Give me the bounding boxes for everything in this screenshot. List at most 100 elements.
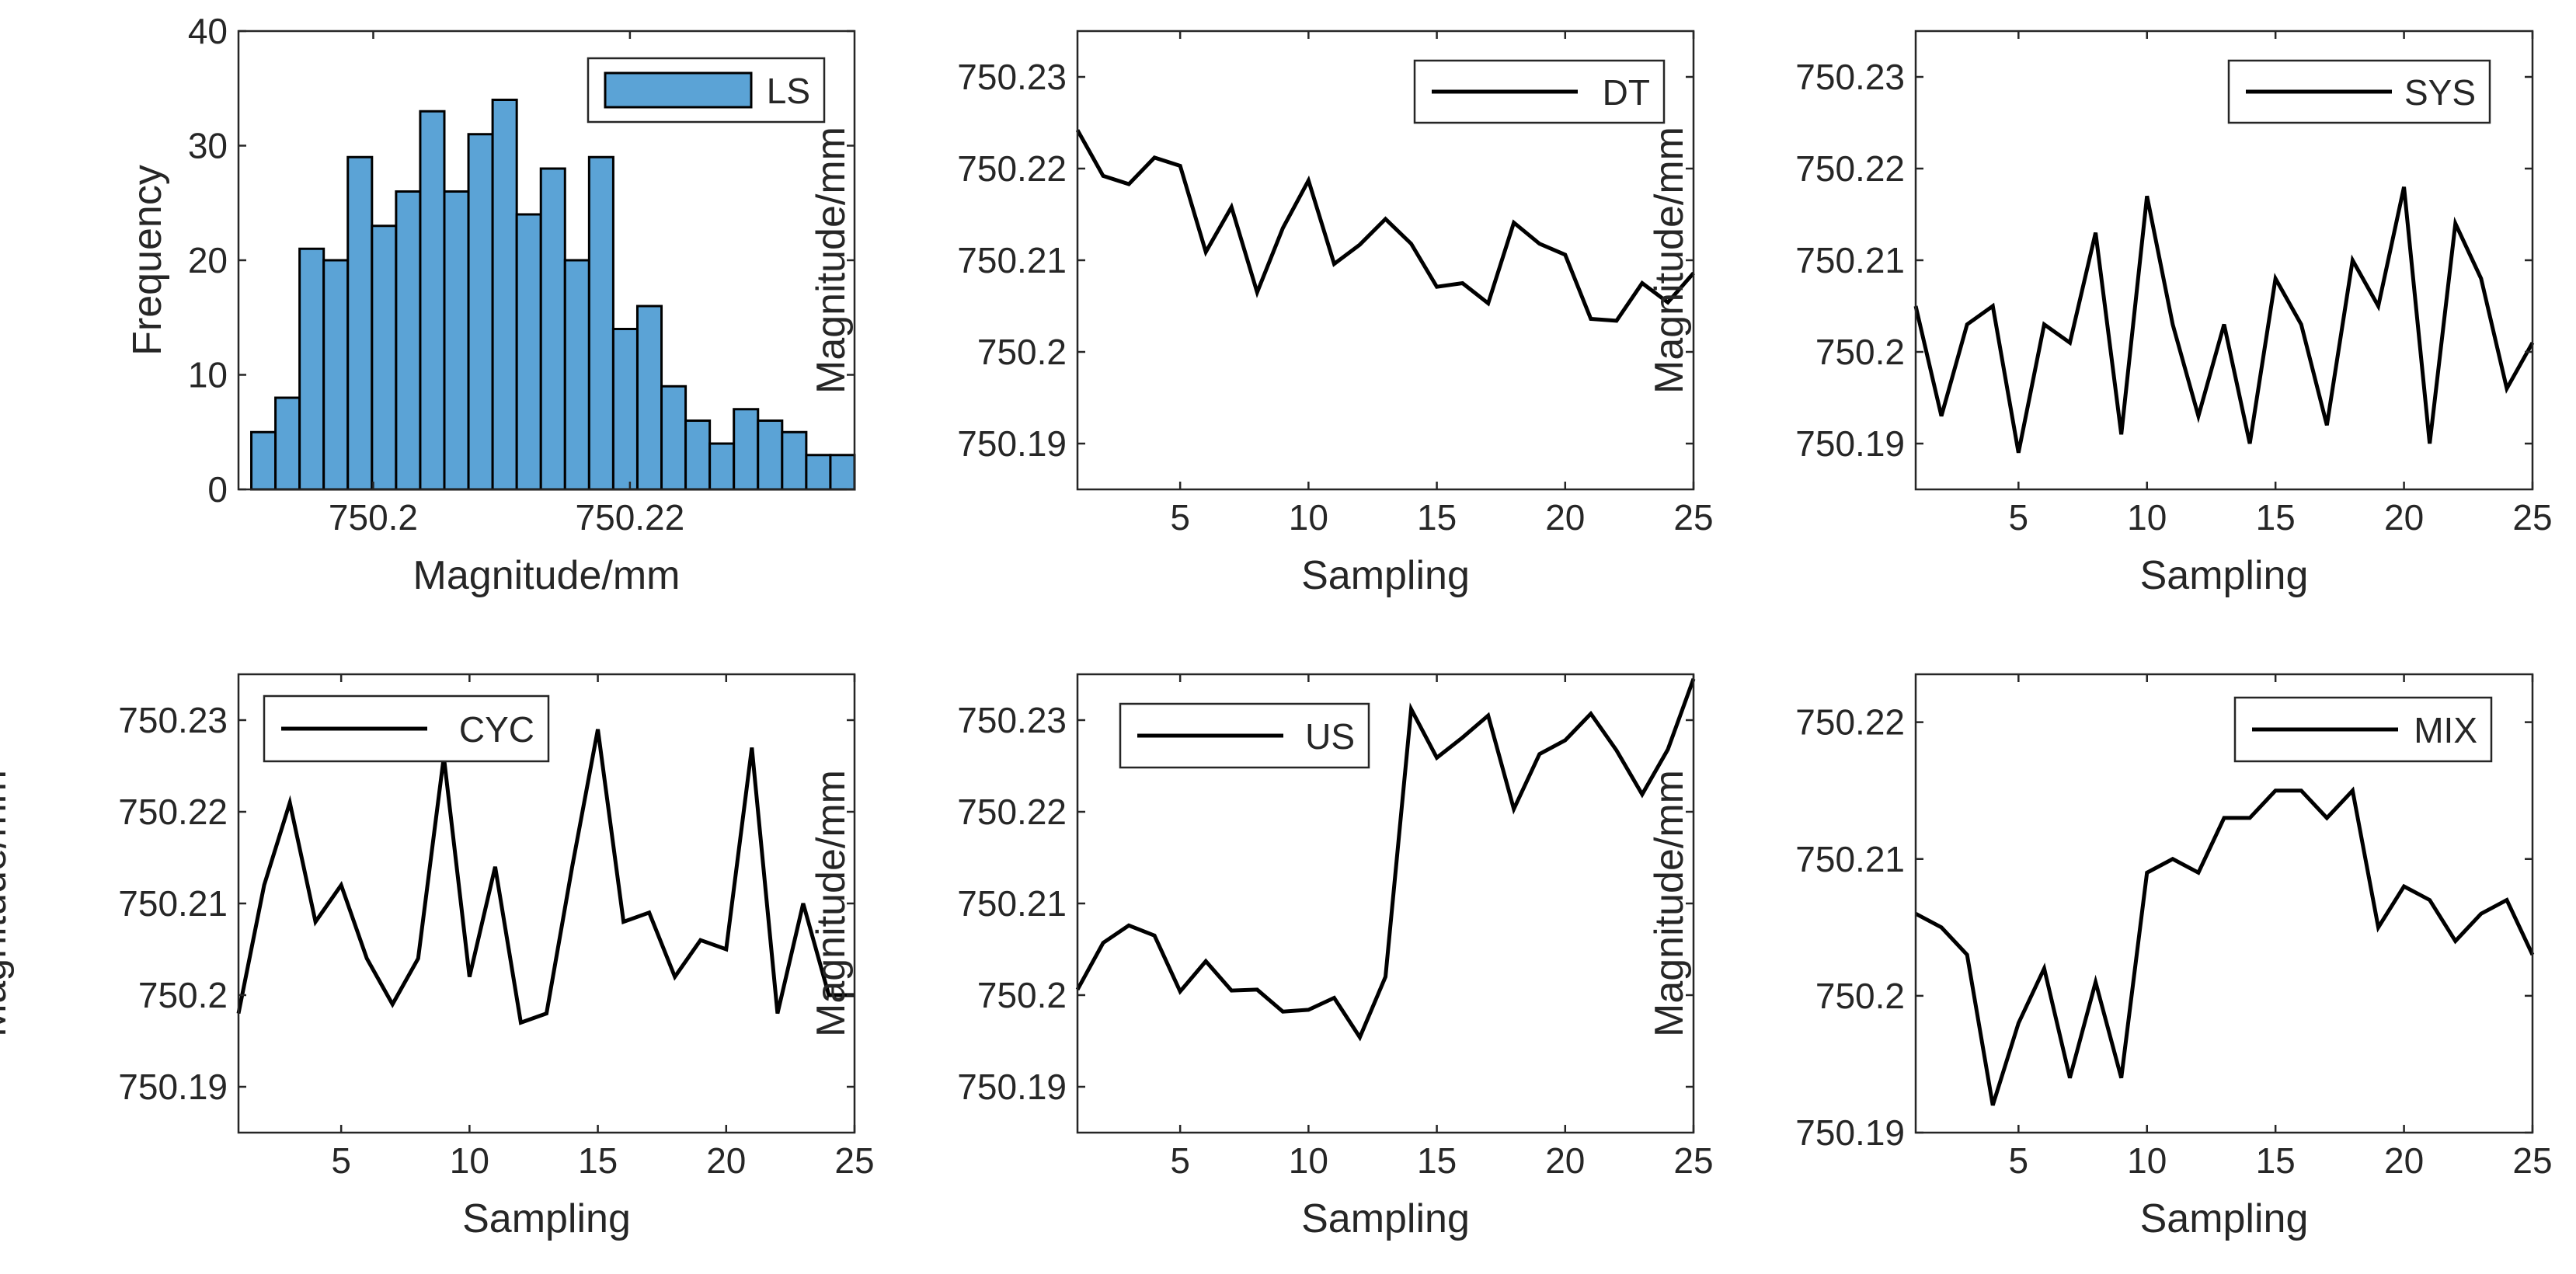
mix-x-tick-label: 5 [2009, 1140, 2029, 1181]
dt-x-tick-label: 10 [1289, 497, 1328, 538]
sys-series-line [1913, 186, 2535, 454]
ls-legend: LS [587, 57, 826, 124]
sys-legend-label: SYS [2404, 72, 2476, 113]
us-legend-label: US [1305, 716, 1355, 757]
cyc-legend: CYC [263, 694, 550, 763]
sys-y-tick-label: 750.23 [1795, 57, 1905, 97]
us-panel: 5 10 15 20 25 750.19 750.2 750.21 750.22 750.23 Sa… [809, 673, 1714, 1241]
mix-y-tick-label: 750.2 [1815, 976, 1905, 1016]
ls-y-tick-label: 30 [188, 126, 228, 166]
dt-series-line [1075, 129, 1695, 323]
ls-bar [587, 155, 614, 491]
ls-bar [346, 155, 374, 491]
dt-legend: DT [1413, 59, 1666, 124]
cyc-x-tick-label: 25 [834, 1140, 874, 1181]
sys-y-tick-label: 750.19 [1795, 423, 1905, 464]
ls-y-tick-label: 10 [188, 355, 228, 395]
ls-bar [563, 259, 590, 491]
dt-x-tick-label: 20 [1545, 497, 1585, 538]
mix-legend: MIX [2233, 696, 2493, 763]
sys-x-tick-label: 10 [2127, 497, 2167, 538]
ls-bar [467, 133, 494, 491]
us-x-tick-label: 10 [1289, 1140, 1328, 1181]
us-x-tick-label: 20 [1545, 1140, 1585, 1181]
ls-bar [805, 454, 832, 491]
ls-bar [829, 454, 856, 491]
ls-x-tick-label: 750.22 [576, 497, 685, 538]
us-y-tick-label: 750.21 [957, 883, 1067, 924]
ls-bar [491, 99, 518, 491]
us-legend: US [1119, 702, 1370, 769]
mix-legend-label: MIX [2414, 710, 2477, 750]
cyc-y-tick-label: 750.19 [118, 1067, 228, 1107]
ls-bar [322, 259, 350, 491]
dt-panel: 5 10 15 20 25 750.19 750.2 750.21 750.22 750.23 Sa… [809, 30, 1714, 598]
sys-x-tick-label: 25 [2512, 497, 2552, 538]
ls-legend-swatch [604, 71, 753, 109]
dt-x-tick-label: 15 [1417, 497, 1457, 538]
ls-bar [419, 110, 446, 491]
mix-y-tick-label: 750.19 [1795, 1112, 1905, 1153]
sys-x-axis-label: Sampling [2140, 553, 2309, 598]
sys-x-tick-label: 20 [2384, 497, 2424, 538]
mix-x-axis-label: Sampling [2140, 1196, 2309, 1241]
ls-bar [298, 247, 325, 491]
ls-x-tick-label: 750.2 [329, 497, 418, 538]
cyc-y-tick-label: 750.2 [138, 975, 228, 1015]
cyc-series-line [236, 729, 855, 1025]
dt-y-tick-label: 750.22 [957, 148, 1067, 189]
ls-y-tick-label: 20 [188, 240, 228, 280]
dt-y-tick-label: 750.23 [957, 57, 1067, 97]
us-x-tick-label: 15 [1417, 1140, 1457, 1181]
ls-bar [781, 430, 808, 491]
sys-y-axis-label: Magnitude/mm [1647, 127, 1692, 394]
us-y-tick-label: 750.2 [977, 975, 1067, 1015]
ls-bar [274, 396, 301, 491]
ls-bar [250, 430, 277, 491]
ls-bar [635, 305, 663, 491]
ls-bar [733, 408, 760, 491]
ls-bar [757, 419, 784, 491]
cyc-x-tick-label: 5 [331, 1140, 351, 1181]
mix-panel: 5 10 15 20 25 750.19 750.2 750.21 750.22 Sampling… [1647, 673, 2553, 1241]
mix-y-axis-label: Magnitude/mm [1647, 770, 1692, 1037]
cyc-x-tick-label: 20 [706, 1140, 746, 1181]
ls-y-tick-label: 0 [207, 469, 228, 510]
ls-y-tick-label: 40 [188, 11, 228, 51]
ls-bar [371, 225, 398, 491]
sys-x-tick-label: 5 [2009, 497, 2029, 538]
us-y-tick-label: 750.19 [957, 1067, 1067, 1107]
sys-y-tick-label: 750.21 [1795, 240, 1905, 280]
cyc-x-tick-label: 10 [450, 1140, 489, 1181]
ls-bar [443, 190, 470, 491]
ls-bar [395, 190, 422, 491]
dt-y-axis-label: Magnitude/mm [809, 127, 854, 394]
cyc-y-tick-label: 750.22 [118, 792, 228, 832]
mix-x-tick-label: 10 [2127, 1140, 2167, 1181]
ls-bar [611, 328, 639, 491]
us-y-tick-label: 750.23 [957, 700, 1067, 740]
sys-y-tick-label: 750.22 [1795, 148, 1905, 189]
cyc-legend-label: CYC [459, 709, 534, 750]
mix-y-tick-label: 750.21 [1795, 839, 1905, 879]
dt-y-tick-label: 750.2 [977, 332, 1067, 372]
ls-panel: 750.2 750.22 0 10 20 30 40 Magnitude/mm Frequenc… [125, 11, 856, 598]
cyc-y-tick-label: 750.23 [118, 700, 228, 740]
cyc-x-axis-label: Sampling [462, 1196, 631, 1241]
us-x-axis-label: Sampling [1301, 1196, 1470, 1241]
us-x-tick-label: 25 [1673, 1140, 1713, 1181]
us-x-tick-label: 5 [1170, 1140, 1190, 1181]
us-series-line [1075, 678, 1696, 1042]
us-y-axis-label: Magnitude/mm [809, 770, 854, 1037]
mix-series-line [1914, 786, 2535, 1106]
sys-legend: SYS [2227, 59, 2491, 124]
cyc-y-axis-label: Magnitude/mm [0, 770, 15, 1037]
cyc-y-tick-label: 750.21 [118, 883, 228, 924]
mix-x-tick-label: 25 [2512, 1140, 2552, 1181]
ls-bar [660, 385, 688, 491]
dt-x-tick-label: 5 [1170, 497, 1190, 538]
ls-bar [684, 419, 712, 491]
sys-x-tick-label: 15 [2256, 497, 2296, 538]
dt-y-tick-label: 750.19 [957, 423, 1067, 464]
